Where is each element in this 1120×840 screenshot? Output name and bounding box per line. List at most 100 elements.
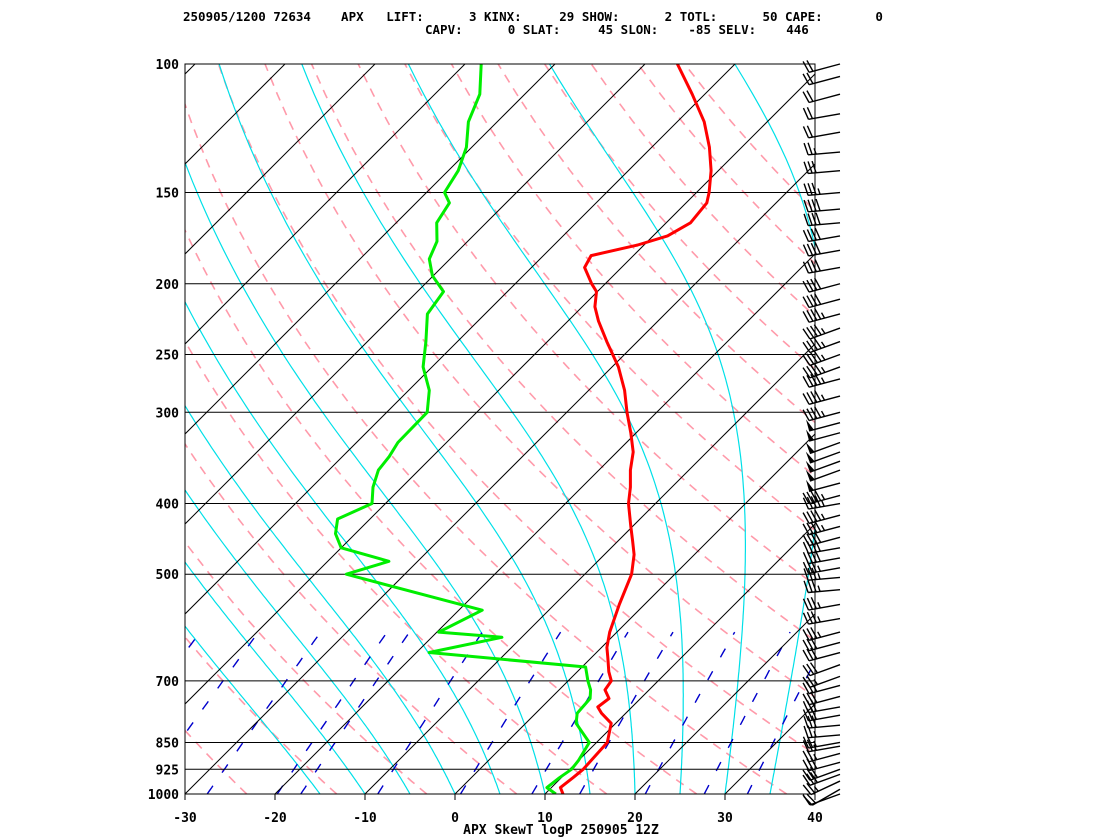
- wind-barb: [803, 715, 841, 729]
- isotherm-line: [544, 523, 815, 794]
- wind-barb-flag: [813, 337, 822, 349]
- wind-barb-flag: [814, 259, 821, 272]
- wind-barb-flag: [802, 769, 811, 781]
- wind-barb-flag: [806, 326, 815, 339]
- wind-barb-flag: [814, 520, 822, 532]
- wind-barb-staff: [808, 631, 841, 642]
- wind-barb-flag: [803, 183, 809, 196]
- isotherm-line: [454, 433, 815, 794]
- isotherm-line: [905, 64, 1120, 794]
- wind-barb-half-flag: [820, 341, 826, 348]
- wind-barb-flag: [802, 664, 811, 676]
- wind-barb-flag: [809, 352, 819, 364]
- wind-barb-staff: [808, 266, 841, 274]
- wind-barb-staff: [808, 482, 841, 493]
- moist-adiabat: [185, 160, 546, 794]
- wind-barb-flag: [814, 509, 822, 521]
- header-line-2: CAPV: 0 SLAT: 45 SLON: -85 SELV: 446: [425, 22, 809, 37]
- wind-barb-flag: [811, 160, 817, 173]
- wind-barb-flag: [806, 663, 815, 675]
- wind-barb-staff: [809, 664, 841, 677]
- wind-barb-staff: [809, 675, 841, 688]
- wind-barb-flag: [803, 142, 809, 156]
- wind-barb-flag: [802, 682, 810, 695]
- pressure-tick-label: 850: [156, 736, 180, 751]
- wind-barb: [802, 72, 841, 86]
- wind-barb-staff: [808, 494, 841, 505]
- isotherm-line: [185, 64, 376, 255]
- sounding-profiles: [334, 64, 713, 794]
- wind-barb-flag: [807, 580, 813, 593]
- wind-barb-flag: [806, 107, 814, 119]
- header-line-1: 250905/1200 72634 APX LIFT: 3 KINX: 29 S…: [183, 9, 883, 24]
- wind-barb-half-flag: [813, 685, 818, 692]
- wind-barb-flag: [802, 328, 811, 340]
- pressure-tick-label: 250: [156, 348, 180, 363]
- isotherm-line: [274, 253, 815, 794]
- wind-barb: [802, 406, 841, 422]
- wind-barb-flag: [802, 280, 810, 293]
- wind-barb-half-flag: [820, 493, 826, 500]
- isotherm-line: [185, 64, 646, 525]
- isotherm-line: [185, 64, 736, 615]
- wind-barb-flag: [806, 260, 814, 273]
- wind-barb-half-flag: [813, 753, 818, 761]
- wind-barb-flag: [814, 277, 822, 290]
- temperature-tick-labels: -30 -20 -10 0 10 20 30 40: [173, 794, 823, 826]
- wind-barb: [802, 293, 841, 309]
- wind-barb-flag: [814, 406, 822, 418]
- wind-barb-staff: [808, 741, 841, 749]
- wind-barb: [802, 324, 841, 340]
- wind-barb-flag: [802, 534, 810, 546]
- wind-barb-flag: [803, 725, 809, 738]
- mixing-ratio-line: [185, 631, 259, 735]
- wind-barb-staff: [808, 651, 841, 662]
- wind-barb-flag: [803, 568, 809, 581]
- wind-barb-staff: [808, 235, 841, 243]
- wind-barb-flag: [802, 296, 810, 308]
- wind-barb-flag: [811, 715, 817, 728]
- wind-barb: [802, 107, 841, 121]
- wind-barb-flag: [806, 533, 814, 545]
- wind-barb-staff: [808, 411, 841, 422]
- wind-barb-flag: [802, 700, 810, 713]
- wind-barb-flag: [806, 511, 814, 523]
- dewpoint-profile: [334, 64, 593, 794]
- wind-barb-flag: [810, 407, 818, 419]
- dry-adiabat: [404, 64, 815, 532]
- wind-barb-flag: [814, 227, 821, 240]
- wind-barb-staff: [808, 576, 841, 581]
- wind-barb-staff: [808, 641, 841, 652]
- wind-barb-flag: [802, 759, 810, 771]
- mixing-ratio-line: [703, 631, 791, 794]
- wind-barb-flag: [806, 793, 817, 804]
- wind-barb-half-flag: [820, 366, 826, 373]
- wind-barb-pennant: [805, 469, 815, 481]
- wind-barb: [805, 460, 841, 473]
- wind-barb-flag: [803, 795, 813, 806]
- dry-adiabat: [185, 101, 788, 794]
- temperature-profile: [558, 64, 713, 794]
- pressure-tick-label: 400: [156, 498, 180, 513]
- wind-barb-flag: [802, 126, 810, 139]
- wind-barb-staff: [808, 169, 841, 175]
- wind-barb-flag: [802, 523, 810, 536]
- wind-barb-flag: [803, 580, 809, 593]
- wind-barb-flag: [809, 339, 819, 351]
- wind-barb-flag: [802, 229, 810, 242]
- mixing-ratio-line: [459, 631, 562, 794]
- wind-barb-flag: [809, 325, 819, 337]
- wind-barb-flag: [807, 199, 813, 212]
- wind-barb-flag: [814, 307, 822, 320]
- wind-barb-staff: [808, 63, 841, 73]
- wind-barb-flag: [813, 324, 822, 336]
- dry-adiabat: [683, 64, 815, 213]
- wind-barb-flag: [802, 311, 810, 323]
- isotherm-line: [724, 703, 815, 794]
- wind-barb-flag: [810, 294, 818, 306]
- wind-barb-flag: [811, 199, 817, 212]
- wind-barb-half-flag: [817, 565, 821, 572]
- wind-barb-staff: [808, 547, 841, 555]
- wind-barb-flag: [802, 367, 811, 379]
- isotherm-line: [185, 163, 815, 794]
